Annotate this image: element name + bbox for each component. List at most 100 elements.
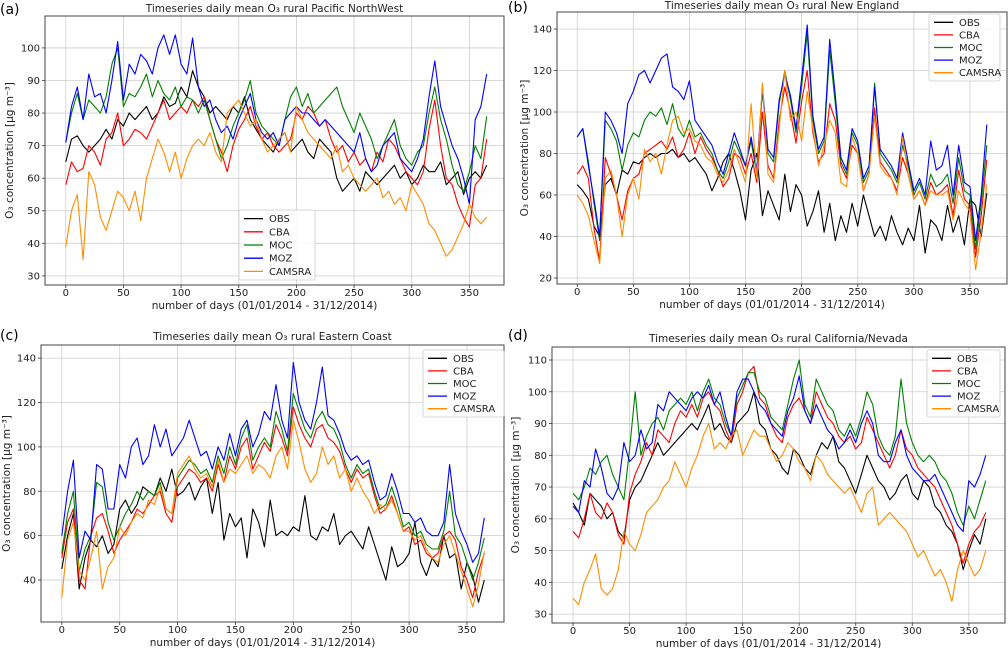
legend-box	[422, 349, 505, 418]
x-axis-label: number of days (01/01/2014 - 31/12/2014)	[150, 637, 376, 648]
y-tick-label: 80	[23, 487, 36, 498]
y-tick-label: 40	[534, 578, 547, 589]
y-tick-label: 80	[539, 149, 552, 160]
x-tick-label: 100	[168, 625, 187, 636]
x-tick-label: 0	[63, 288, 69, 299]
legend-label-moz: MOZ	[959, 56, 982, 67]
legend-label-cba: CBA	[957, 366, 978, 377]
legend-label-camsra: CAMSRA	[957, 404, 999, 415]
x-tick-label: 300	[400, 625, 419, 636]
y-tick-label: 20	[539, 273, 552, 284]
legend-label-camsra: CAMSRA	[453, 404, 495, 415]
y-tick-label: 100	[17, 442, 36, 453]
x-axis-label: number of days (01/01/2014 - 31/12/2014)	[659, 299, 885, 311]
chart-title: Timeseries daily mean O₃ rural Californi…	[648, 333, 908, 345]
x-tick-label: 300	[903, 626, 922, 637]
chart-panel-d: 0 50 100 150 200 250 300 350 30 40 50 60 70 80 90 100 11…	[508, 328, 1006, 648]
y-tick-label: 60	[539, 190, 552, 201]
x-tick-label: 0	[59, 625, 65, 636]
x-axis-label: number of days (01/01/2014 - 31/12/2014)	[656, 638, 882, 648]
series-line-obs	[572, 391, 987, 571]
panel-label: (d)	[508, 328, 528, 344]
legend-label-cba: CBA	[453, 366, 474, 377]
x-tick-label: 200	[792, 287, 811, 298]
legend-label-obs: OBS	[453, 354, 474, 365]
legend-box	[238, 209, 316, 281]
series-line-moz	[65, 34, 488, 205]
y-axis-label: O₃ concentration [µg m⁻³]	[4, 82, 16, 219]
x-tick-label: 350	[960, 287, 979, 298]
x-tick-label: 350	[457, 625, 476, 636]
y-tick-label: 90	[27, 76, 40, 87]
legend-label-moz: MOZ	[453, 392, 476, 403]
y-tick-label: 140	[17, 354, 36, 365]
y-tick-label: 60	[534, 514, 547, 525]
legend-label-moz: MOZ	[269, 254, 292, 265]
series-line-camsra	[65, 99, 488, 261]
chart-title: Timeseries daily mean O₃ rural Eastern C…	[152, 331, 392, 343]
legend-label-moc: MOC	[959, 43, 982, 54]
y-tick-label: 120	[533, 66, 552, 77]
y-tick-label: 100	[533, 108, 552, 119]
x-tick-label: 50	[623, 626, 636, 637]
x-tick-label: 350	[959, 626, 978, 637]
chart-panel-a: 0 50 100 150 200 250 300 350 30 40 50 60 70 80 90 100 Ti…	[0, 2, 505, 312]
y-axis-label: O₃ concentration [µg m⁻³]	[510, 417, 522, 554]
series-line-moc	[61, 393, 485, 581]
x-tick-label: 250	[846, 626, 865, 637]
series-line-camsra	[576, 69, 988, 271]
plot-frame	[40, 344, 505, 623]
y-tick-label: 30	[27, 271, 40, 282]
x-tick-label: 100	[172, 288, 191, 299]
x-tick-label: 0	[574, 287, 580, 298]
series-line-moc	[576, 32, 988, 250]
legend-label-cba: CBA	[959, 30, 980, 41]
series-line-moz	[61, 361, 485, 563]
x-tick-label: 150	[229, 288, 248, 299]
x-tick-label: 200	[790, 626, 809, 637]
y-tick-label: 100	[21, 43, 40, 54]
series-line-moc	[572, 359, 987, 526]
x-tick-label: 200	[287, 288, 306, 299]
y-tick-label: 140	[533, 25, 552, 36]
x-tick-label: 50	[113, 625, 126, 636]
x-tick-label: 300	[904, 287, 923, 298]
x-tick-label: 250	[345, 288, 364, 299]
x-tick-label: 0	[570, 626, 576, 637]
plot-frame	[556, 11, 1008, 285]
series-line-obs	[65, 70, 488, 196]
plot-frame	[44, 15, 505, 286]
legend-label-cba: CBA	[269, 227, 290, 238]
y-tick-label: 80	[534, 451, 547, 462]
series-line-obs	[576, 148, 988, 254]
y-tick-label: 70	[534, 483, 547, 494]
y-tick-label: 70	[27, 141, 40, 152]
legend-box	[926, 349, 1001, 418]
series-line-obs	[61, 468, 485, 603]
x-tick-label: 300	[402, 288, 421, 299]
y-tick-label: 50	[27, 206, 40, 217]
x-axis-label: number of days (01/01/2014 - 31/12/2014)	[152, 300, 378, 312]
y-tick-label: 60	[27, 174, 40, 185]
series-line-cba	[65, 96, 488, 228]
x-tick-label: 150	[733, 626, 752, 637]
y-tick-label: 90	[534, 419, 547, 430]
x-tick-label: 200	[284, 625, 303, 636]
panel-label: (c)	[0, 328, 19, 344]
chart-title: Timeseries daily mean O₃ rural New Engla…	[664, 0, 899, 12]
y-tick-label: 40	[23, 576, 36, 587]
x-tick-label: 150	[736, 287, 755, 298]
y-tick-label: 40	[27, 239, 40, 250]
y-axis-label: O₃ concentration [µg m⁻³]	[1, 415, 13, 552]
x-tick-label: 150	[226, 625, 245, 636]
legend-label-moc: MOC	[453, 379, 476, 390]
series-line-cba	[572, 365, 987, 564]
legend-label-camsra: CAMSRA	[959, 68, 1001, 79]
x-tick-label: 100	[677, 626, 696, 637]
x-tick-label: 250	[848, 287, 867, 298]
chart-panel-b: 0 50 100 150 200 250 300 350 20 40 60 80 100 120 140 Ti…	[508, 0, 1008, 311]
